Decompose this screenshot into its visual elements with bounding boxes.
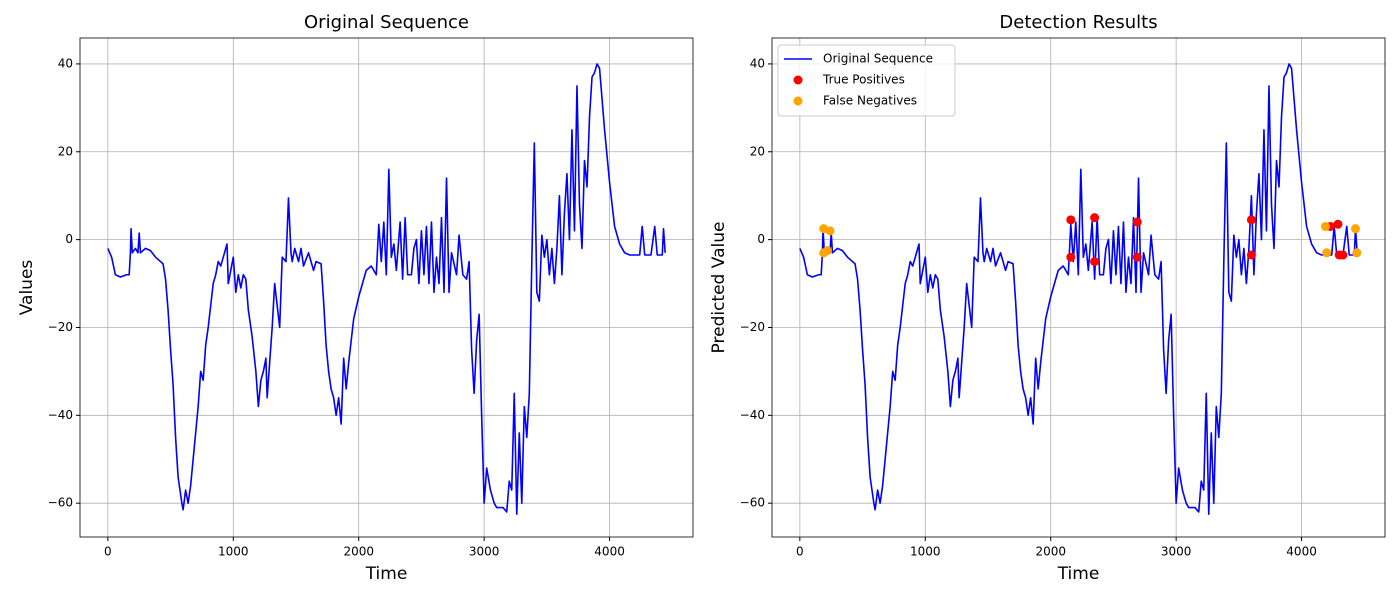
scatter-point: [1246, 250, 1256, 260]
x-tick-label: 0: [104, 545, 112, 559]
y-tick-label: −60: [740, 496, 765, 510]
y-tick-label: −20: [48, 320, 73, 334]
y-axis-label: Values: [17, 260, 37, 316]
axes-frame: [771, 37, 1386, 538]
axes-frame: [79, 37, 694, 538]
scatter-point: [1322, 248, 1332, 258]
scatter-point: [1132, 252, 1142, 262]
y-tick-label: 40: [750, 56, 765, 70]
scatter-point: [1338, 250, 1348, 260]
x-tick-label: 3000: [1161, 545, 1192, 559]
legend-label: True Positives: [822, 73, 905, 87]
y-tick-label: −40: [740, 408, 765, 422]
legend-label: Original Sequence: [823, 52, 933, 66]
legend-marker: [793, 96, 803, 106]
x-tick-label: 1000: [910, 545, 941, 559]
y-tick-label: −20: [740, 320, 765, 334]
x-tick-label: 1000: [218, 545, 249, 559]
x-tick-label: 2000: [343, 545, 374, 559]
scatter-point: [1090, 257, 1100, 267]
y-tick-label: −60: [48, 496, 73, 510]
y-tick-label: 0: [757, 232, 765, 246]
legend-label: False Negatives: [823, 94, 917, 108]
y-tick-label: 20: [750, 144, 765, 158]
line-series: [799, 63, 1358, 515]
line-series: [107, 63, 666, 515]
x-tick-label: 2000: [1035, 545, 1066, 559]
y-tick-label: 40: [58, 56, 73, 70]
scatter-point: [1066, 252, 1076, 262]
scatter-point: [1066, 215, 1076, 225]
x-tick-label: 3000: [469, 545, 500, 559]
legend-marker: [793, 75, 803, 85]
x-tick-label: 0: [796, 545, 804, 559]
y-tick-label: 20: [58, 144, 73, 158]
scatter-point: [1090, 213, 1100, 223]
y-axis-label: Predicted Value: [709, 222, 729, 354]
scatter-point: [1351, 224, 1361, 234]
scatter-point: [1246, 215, 1256, 225]
y-tick-label: −40: [48, 408, 73, 422]
scatter-point: [1333, 219, 1343, 229]
scatter-point: [1132, 217, 1142, 227]
scatter-point: [1352, 248, 1362, 258]
chart-title: Detection Results: [999, 12, 1157, 33]
scatter-point: [822, 246, 832, 256]
scatter-point: [1320, 221, 1330, 231]
x-tick-label: 4000: [594, 545, 625, 559]
x-axis-label: Time: [1057, 564, 1100, 584]
x-axis-label: Time: [365, 564, 408, 584]
scatter-point: [825, 226, 835, 236]
legend-box: [777, 44, 956, 117]
y-tick-label: 0: [65, 232, 73, 246]
x-tick-label: 4000: [1286, 545, 1317, 559]
chart-title: Original Sequence: [304, 12, 469, 33]
